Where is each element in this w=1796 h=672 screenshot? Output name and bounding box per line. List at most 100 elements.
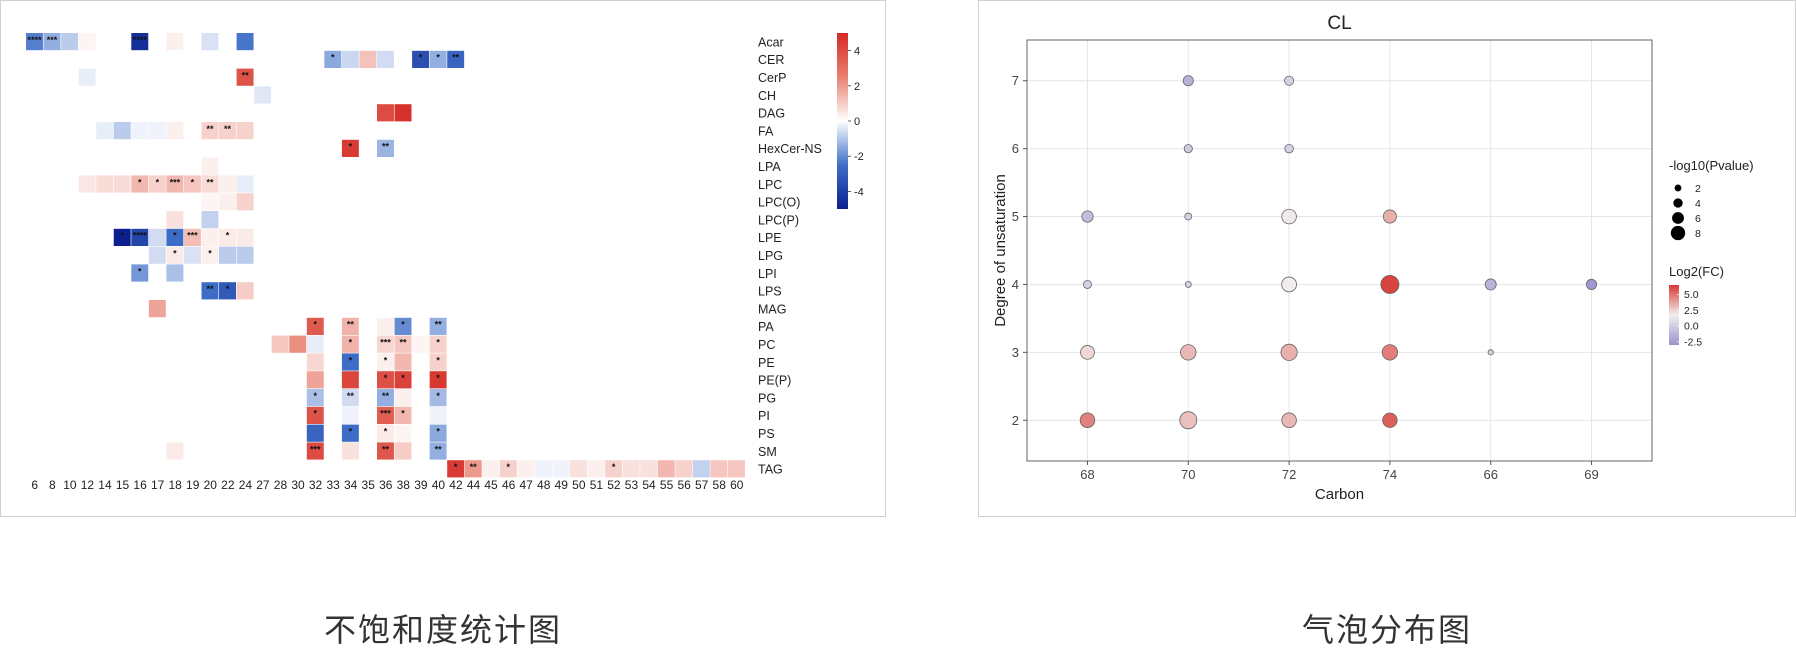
significance-label: *** <box>380 409 391 419</box>
heatmap-cell <box>219 282 236 300</box>
heatmap-cell <box>113 122 131 140</box>
significance-label: *** <box>170 177 181 187</box>
significance-label: * <box>138 266 142 276</box>
significance-label: * <box>401 373 405 383</box>
row-label: HexCer-NS <box>758 142 822 156</box>
heatmap-cell <box>131 228 149 246</box>
row-label: FA <box>758 124 774 138</box>
heatmap-cell <box>534 460 552 478</box>
row-label: DAG <box>758 107 785 121</box>
column-label: 27 <box>256 478 270 492</box>
heatmap-cell <box>26 33 43 51</box>
heatmap-cell <box>377 424 394 442</box>
x-tick-labels: 68 70 72 74 66 69 <box>1080 461 1599 482</box>
column-label: 18 <box>169 478 183 492</box>
heatmap-cell <box>429 50 447 68</box>
heatmap-cell <box>96 175 114 193</box>
heatmap-cell <box>429 424 447 442</box>
heatmap-cell <box>324 50 342 68</box>
heatmap-cell <box>131 175 149 193</box>
heatmap-cell <box>394 353 412 371</box>
heatmap-cell <box>499 460 517 478</box>
significance-label: * <box>208 249 212 259</box>
heatmap-cell <box>394 424 412 442</box>
bubble-point <box>1180 344 1197 361</box>
heatmap-cell <box>429 335 447 353</box>
column-label: 60 <box>730 478 744 492</box>
heatmap-cell <box>377 371 394 389</box>
colorbar-tick-label: -4 <box>854 186 864 198</box>
heatmap-cell <box>341 335 359 353</box>
heatmap-cell <box>341 424 359 442</box>
row-label: MAG <box>758 302 786 316</box>
column-label: 53 <box>625 478 639 492</box>
heatmap-cell <box>394 442 412 460</box>
heatmap-cell <box>254 86 272 104</box>
heatmap-cell <box>640 460 658 478</box>
row-label: CH <box>758 89 776 103</box>
heatmap-cell <box>148 246 166 264</box>
heatmap-cell <box>166 33 184 51</box>
color-legend-label: -2.5 <box>1684 336 1702 348</box>
size-legend-title: -log10(Pvalue) <box>1669 158 1754 173</box>
row-label: PE <box>758 356 775 370</box>
significance-label: * <box>384 373 388 383</box>
heatmap-cell <box>429 442 447 460</box>
column-label: 16 <box>133 478 147 492</box>
column-label: 15 <box>116 478 130 492</box>
bubble-point <box>1281 412 1297 428</box>
heatmap-cell <box>429 353 447 371</box>
bubble-point <box>1081 210 1094 223</box>
heatmap-cell <box>657 460 675 478</box>
column-label: 30 <box>291 478 305 492</box>
heatmap-cell <box>166 442 184 460</box>
column-label: 35 <box>362 478 376 492</box>
size-legend-dot <box>1670 225 1686 241</box>
significance-label: * <box>156 177 160 187</box>
heatmap-cell <box>219 246 236 264</box>
column-label: 38 <box>397 478 411 492</box>
heatmap-cell <box>96 122 114 140</box>
heatmap-cell <box>201 122 219 140</box>
heatmap-cell <box>236 122 254 140</box>
color-legend-label: 5.0 <box>1684 289 1699 301</box>
heatmap-cell <box>517 460 535 478</box>
column-label: 28 <box>274 478 288 492</box>
heatmap-cell <box>306 371 324 389</box>
significance-label: * <box>120 231 124 241</box>
column-label: 42 <box>449 478 463 492</box>
significance-label: *** <box>310 444 321 454</box>
column-label: 46 <box>502 478 516 492</box>
x-tick-label: 74 <box>1383 467 1397 482</box>
heatmap-cell <box>394 317 412 335</box>
significance-label: ** <box>470 462 478 472</box>
size-legend-label: 6 <box>1695 213 1701 225</box>
color-legend-title: Log2(FC) <box>1669 264 1724 279</box>
heatmap-cell <box>236 175 254 193</box>
heatmap-cell <box>78 68 96 86</box>
heatmap-cell <box>377 406 394 424</box>
heatmap-cell <box>166 211 184 229</box>
bubble-point <box>1083 280 1092 289</box>
significance-label: * <box>436 53 440 63</box>
heatmap-cell <box>394 335 412 353</box>
heatmap-cell <box>377 335 394 353</box>
heatmap-cell <box>183 175 201 193</box>
significance-label: * <box>226 231 230 241</box>
heatmap-cell <box>166 122 184 140</box>
significance-label: * <box>138 177 142 187</box>
row-label: PI <box>758 409 770 423</box>
heatmap-cell <box>166 228 184 246</box>
significance-label: * <box>314 320 318 330</box>
significance-label: ** <box>224 124 232 134</box>
column-label: 12 <box>81 478 95 492</box>
x-tick-label: 69 <box>1584 467 1598 482</box>
y-tick-label: 2 <box>1012 413 1019 428</box>
significance-label: * <box>384 355 388 365</box>
heatmap-cell <box>447 460 465 478</box>
heatmap-cell <box>341 406 359 424</box>
significance-label: * <box>436 373 440 383</box>
x-tick-label: 66 <box>1483 467 1497 482</box>
column-label: 32 <box>309 478 323 492</box>
significance-label: * <box>436 427 440 437</box>
